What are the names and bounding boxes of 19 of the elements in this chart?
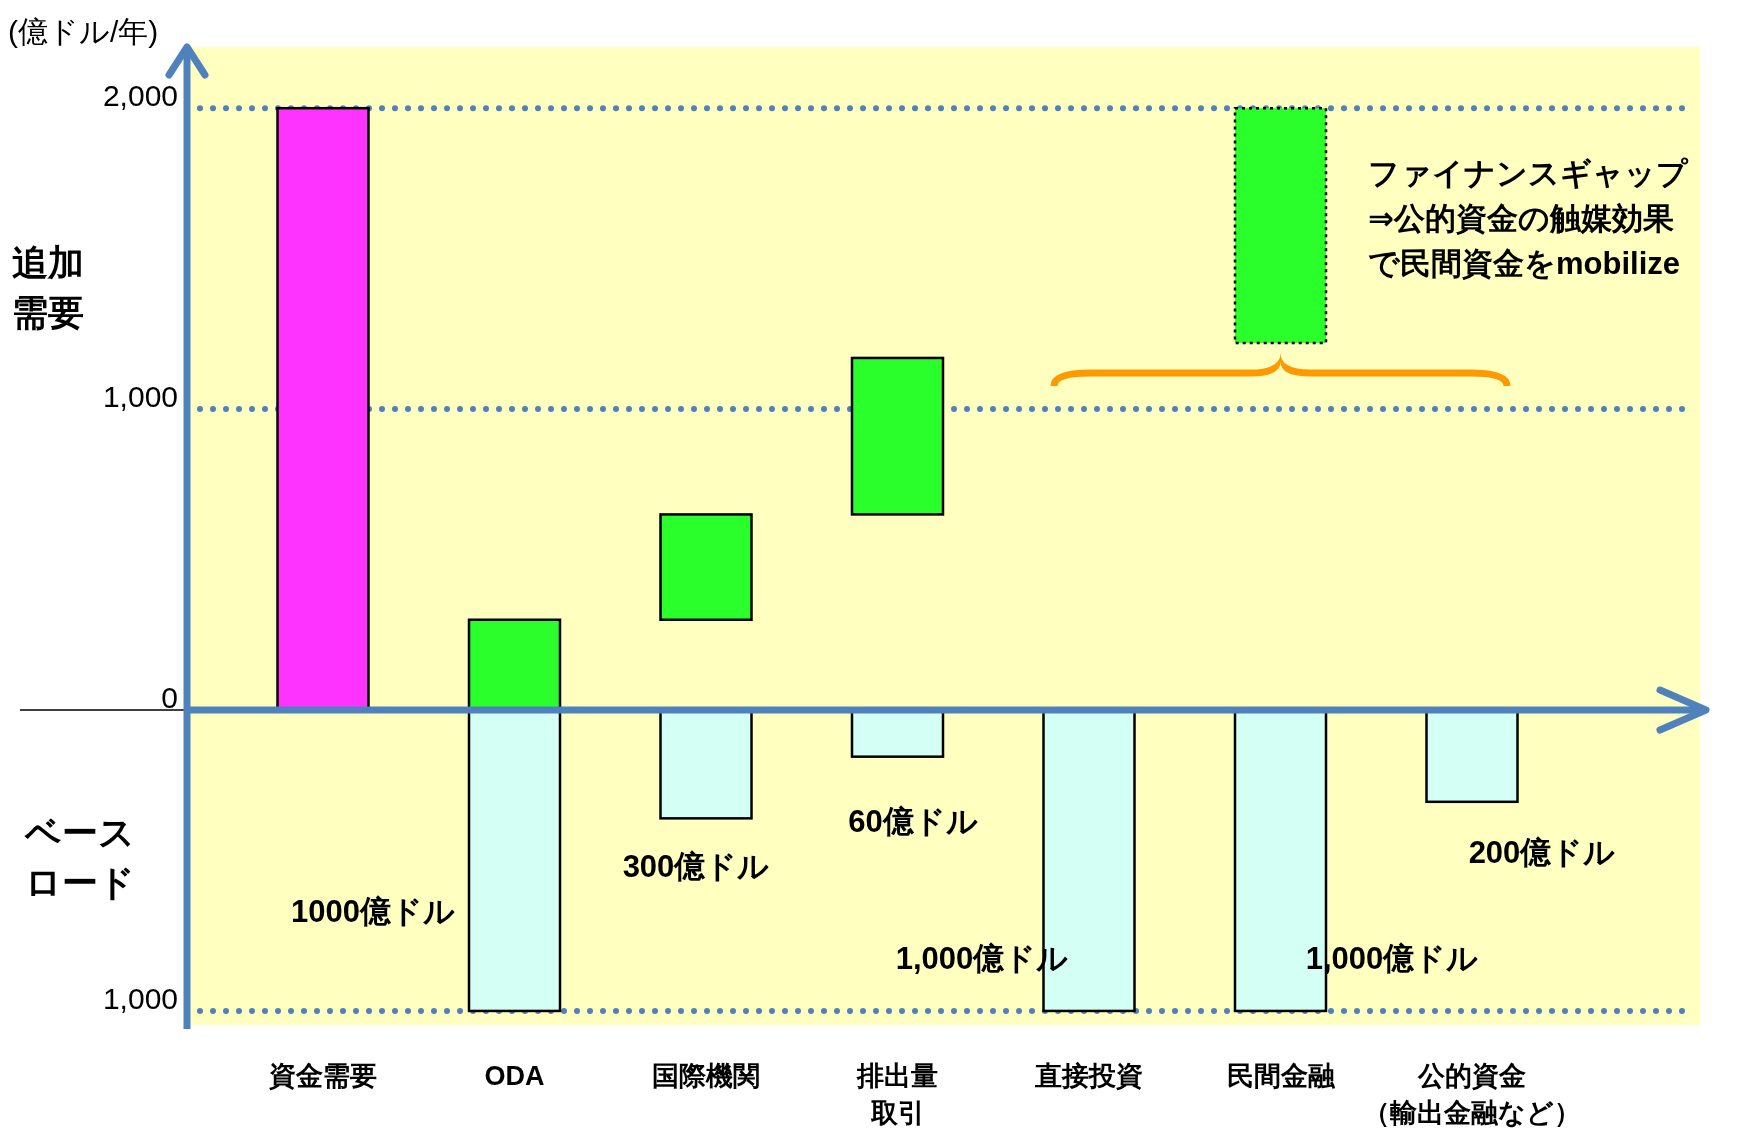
annotation: 300億ドル (622, 849, 770, 884)
y-axis-title: (億ドル/年) (8, 15, 159, 48)
annotation: 1000億ドル (291, 894, 455, 929)
x-tick-label: ODA (484, 1061, 545, 1091)
text: 追加需要 (12, 242, 84, 333)
x-tick-label: 民間金融 (1226, 1061, 1336, 1091)
x-tick-label: 直接投資 (1034, 1061, 1143, 1091)
text: ベースロード (24, 812, 135, 903)
x-tick-label: 資金需要 (268, 1061, 377, 1091)
annotation: ファイナンスギャップ⇒公的資金の触媒効果で民間資金をmobilize (1368, 156, 1689, 281)
y-tick-label: 1,000 (102, 380, 178, 414)
x-tick-label: 国際機関 (652, 1061, 760, 1091)
y-tick-label: 0 (161, 681, 178, 715)
y-tick-label: 1,000 (102, 981, 178, 1015)
y-tick-label: 2,000 (102, 79, 178, 113)
annotation: 60億ドル (848, 804, 978, 839)
annotation: 200億ドル (1468, 835, 1616, 870)
x-tick-label: 公的資金（輸出金融など） (1363, 1061, 1581, 1128)
x-tick-label: 排出量取引 (856, 1061, 938, 1128)
